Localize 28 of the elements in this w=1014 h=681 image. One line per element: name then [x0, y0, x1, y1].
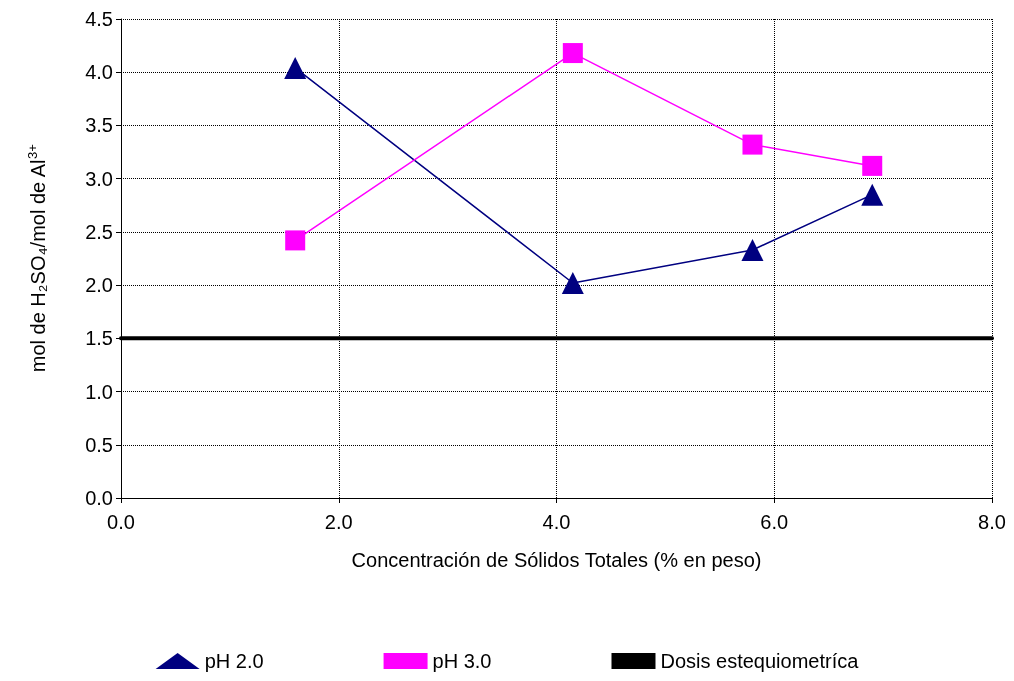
x-tick-label: 8.0 [978, 511, 1006, 533]
y-tick-label: 4.0 [85, 61, 113, 84]
x-tick-label: 0.0 [107, 511, 135, 533]
point [862, 155, 883, 176]
y-tick-label: 0.5 [85, 433, 113, 456]
y-tick-label: 2.0 [85, 274, 113, 297]
x-axis-title: Concentración de Sólidos Totales (% en peso) [351, 549, 762, 571]
point [861, 183, 884, 206]
y-tick-label: 0.0 [85, 487, 113, 509]
legend-label: pH 3.0 [432, 650, 492, 672]
y-tick-label: 3.0 [85, 167, 113, 190]
point [562, 43, 583, 64]
point [285, 230, 306, 251]
point [284, 56, 307, 79]
y-axis-title: mol de H₂SO₄/mol de Al3+ [25, 144, 49, 373]
legend-label: pH 2.0 [204, 650, 264, 672]
y-tick-label: 4.5 [85, 8, 113, 30]
y-tick-label: 2.5 [85, 220, 113, 243]
y-tick-label: 1.0 [85, 380, 113, 403]
point [561, 271, 584, 294]
y-tick-label: 1.5 [85, 327, 113, 350]
legend-label: Dosis estequiometríca [660, 650, 860, 672]
x-tick-label: 6.0 [760, 511, 789, 533]
x-tick-label: 4.0 [542, 511, 571, 533]
point [742, 134, 763, 155]
x-tick-label: 2.0 [324, 511, 353, 533]
point [741, 238, 764, 261]
y-tick-label: 3.5 [85, 114, 113, 137]
